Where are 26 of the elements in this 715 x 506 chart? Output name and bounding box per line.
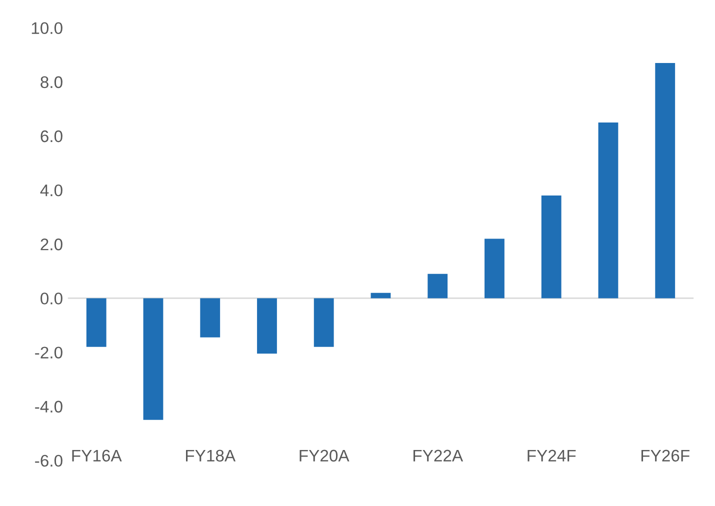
bar (314, 298, 334, 347)
x-tick-label: FY22A (414, 450, 464, 462)
x-tick-label: FY16A (72, 450, 122, 462)
bar (257, 298, 277, 354)
x-tick-label: FY18A (186, 450, 236, 462)
y-tick-label: 8.0 (40, 76, 62, 88)
bar (598, 122, 618, 298)
x-tick-label: FY24F (528, 450, 576, 462)
bar (143, 298, 164, 420)
bar (370, 292, 391, 298)
y-tick-label: 10.0 (32, 22, 62, 34)
bar (428, 274, 448, 298)
y-tick-label: 4.0 (40, 184, 62, 196)
x-tick-label: FY26F (641, 450, 690, 462)
y-tick-label: -4.0 (35, 400, 62, 413)
bar (86, 298, 106, 347)
y-tick-label: -6.0 (35, 454, 62, 467)
bar (200, 298, 220, 338)
bar (541, 195, 562, 298)
y-tick-label: 6.0 (40, 130, 62, 142)
bar (484, 238, 504, 298)
y-tick-label: 0.0 (40, 292, 62, 304)
bar (655, 62, 676, 298)
x-tick-label: FY20A (300, 450, 350, 462)
y-tick-label: -2.0 (35, 346, 62, 359)
y-tick-label: 2.0 (40, 238, 62, 250)
